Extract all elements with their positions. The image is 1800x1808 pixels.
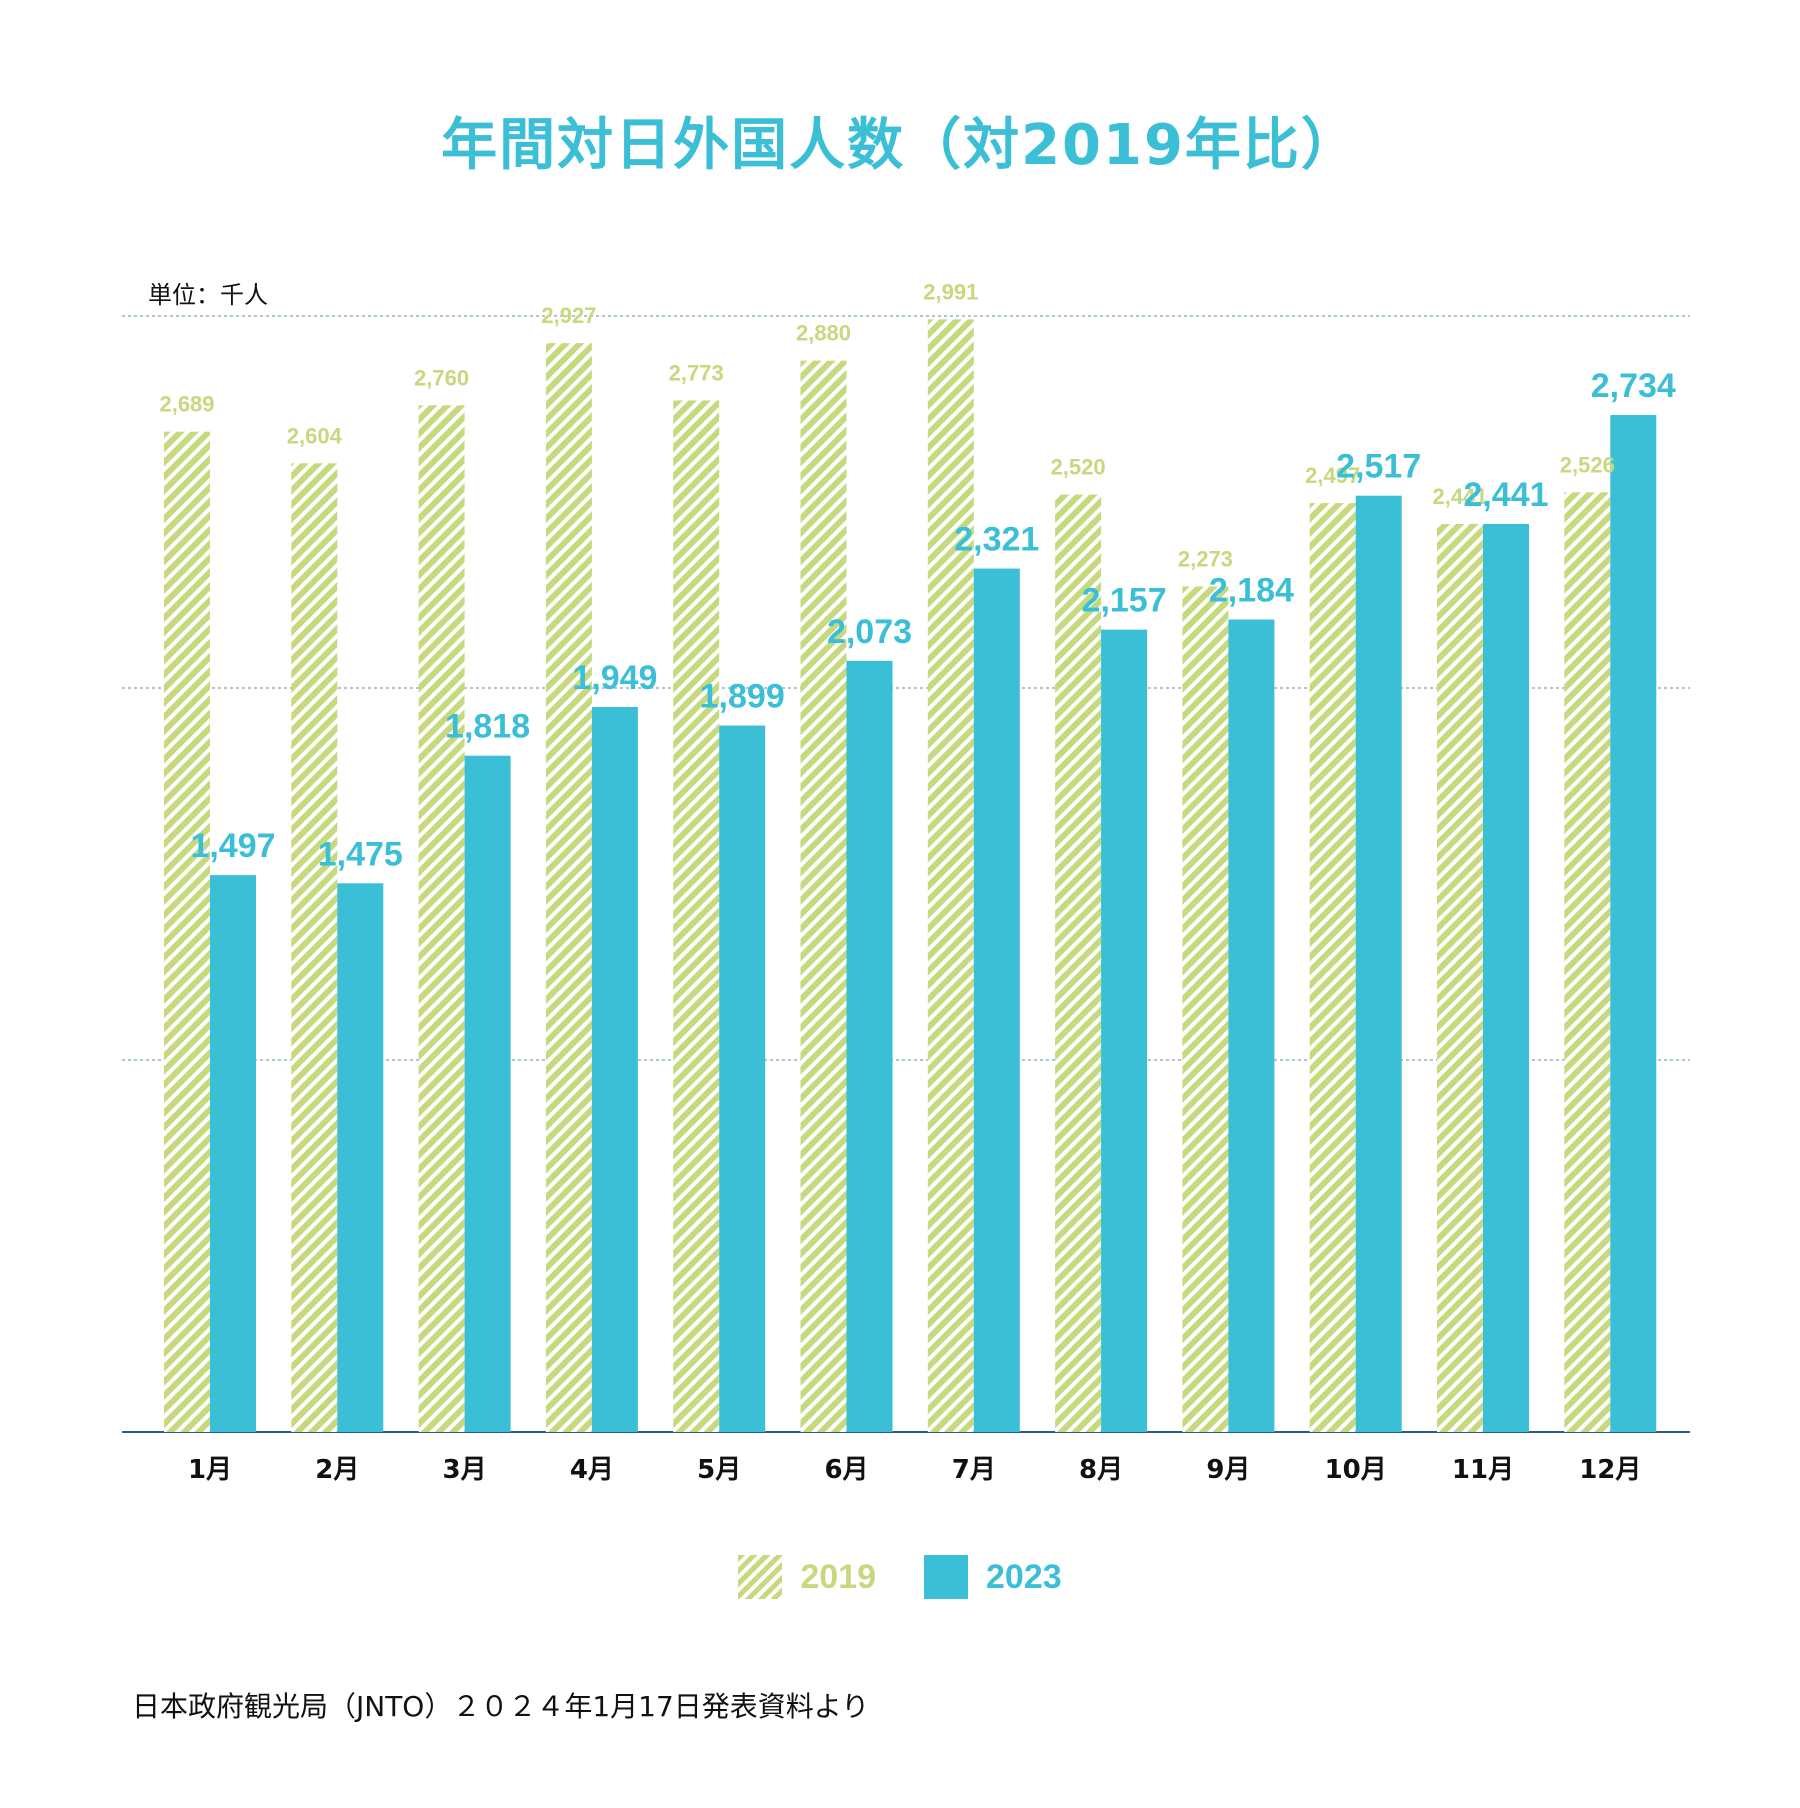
bar-2019-8 — [1055, 494, 1102, 1432]
bar-2019-7 — [927, 319, 974, 1432]
bar-2019-2 — [291, 463, 338, 1432]
bar-2019-12 — [1564, 492, 1611, 1432]
unit-label: 単位：千人 — [148, 281, 268, 309]
label-2023-3: 1,818 — [445, 708, 530, 746]
label-2023-7: 2,321 — [954, 521, 1039, 559]
bar-2023-5 — [719, 725, 766, 1432]
label-2019-6: 2,880 — [796, 321, 851, 346]
legend-label-2023: 2023 — [986, 1557, 1062, 1596]
tick-label-4: 4月 — [570, 1455, 614, 1485]
bar-2023-4 — [591, 706, 638, 1432]
label-2023-4: 1,949 — [572, 659, 657, 697]
gridlines — [122, 315, 1690, 1433]
legend-item-2023: 2023 — [924, 1555, 1062, 1599]
label-2019-9: 2,273 — [1178, 546, 1233, 571]
label-2019-12: 2,526 — [1560, 452, 1615, 477]
bar-2019-9 — [1182, 586, 1229, 1432]
legend-label-2019: 2019 — [800, 1557, 876, 1596]
bar-2023-12 — [1610, 414, 1657, 1432]
label-2023-9: 2,184 — [1209, 572, 1294, 610]
chart-title: 年間対日外国人数（対2019年比） — [441, 113, 1359, 178]
bar-2023-8 — [1101, 629, 1148, 1432]
bar-2019-4 — [545, 343, 592, 1432]
legend-swatch-2023 — [924, 1555, 968, 1599]
tick-label-12: 12月 — [1579, 1455, 1641, 1485]
tick-label-7: 7月 — [952, 1455, 996, 1485]
label-2023-11: 2,441 — [1463, 476, 1548, 514]
label-2019-11: 2,441 — [1432, 484, 1487, 509]
label-2023-2: 1,475 — [318, 835, 403, 873]
tick-label-3: 3月 — [443, 1455, 487, 1485]
bars — [164, 319, 1657, 1433]
tick-label-1: 1月 — [188, 1455, 232, 1485]
label-2019-5: 2,773 — [669, 360, 724, 385]
tick-label-5: 5月 — [697, 1455, 741, 1485]
label-2019-7: 2,991 — [923, 279, 978, 304]
data-labels: 2,689 1,497 2,604 1,475 2,760 1,818 2,927 1,949… — [159, 279, 1675, 873]
bar-2019-3 — [418, 405, 465, 1432]
tick-label-11: 11月 — [1452, 1455, 1514, 1485]
tick-label-10: 10月 — [1325, 1455, 1387, 1485]
label-2019-3: 2,760 — [414, 365, 469, 390]
label-2023-10: 2,517 — [1336, 448, 1421, 486]
bar-2023-1 — [210, 875, 256, 1432]
label-2023-8: 2,157 — [1082, 582, 1167, 620]
label-2019-10: 2,497 — [1305, 463, 1360, 488]
legend: 2019 2023 — [0, 1555, 1800, 1599]
label-2023-6: 2,073 — [827, 613, 912, 651]
label-2023-1: 1,497 — [190, 827, 275, 865]
bar-2023-6 — [846, 660, 893, 1432]
bar-2019-5 — [673, 400, 720, 1433]
label-2019-4: 2,927 — [541, 303, 596, 328]
bar-2023-9 — [1228, 619, 1275, 1432]
tick-label-6: 6月 — [824, 1455, 868, 1485]
label-2023-5: 1,899 — [700, 678, 785, 716]
label-2019-2: 2,604 — [287, 423, 343, 448]
bar-2019-10 — [1309, 503, 1356, 1433]
bar-2023-2 — [337, 883, 384, 1432]
x-tick-labels: 1月 2月 3月 4月 5月 6月 7月 8月 9月 10月 11月 12月 — [188, 1455, 1641, 1485]
bar-2023-11 — [1483, 523, 1529, 1432]
bar-2019-11 — [1437, 523, 1483, 1432]
legend-item-2019: 2019 — [738, 1555, 876, 1599]
tick-label-9: 9月 — [1206, 1455, 1250, 1485]
label-2019-1: 2,689 — [159, 392, 214, 417]
bar-2023-7 — [973, 568, 1020, 1432]
legend-swatch-2019 — [738, 1555, 783, 1599]
tick-label-8: 8月 — [1079, 1455, 1123, 1485]
label-2019-8: 2,520 — [1051, 455, 1106, 480]
label-2023-12: 2,734 — [1591, 367, 1676, 405]
source-note: 日本政府観光局（JNTO）２０２４年1月17日発表資料より — [132, 1690, 870, 1723]
bar-2019-1 — [164, 431, 210, 1432]
tick-label-2: 2月 — [315, 1455, 359, 1485]
bar-2019-6 — [800, 360, 847, 1432]
bar-2023-3 — [464, 755, 511, 1432]
bar-2023-10 — [1355, 495, 1402, 1432]
